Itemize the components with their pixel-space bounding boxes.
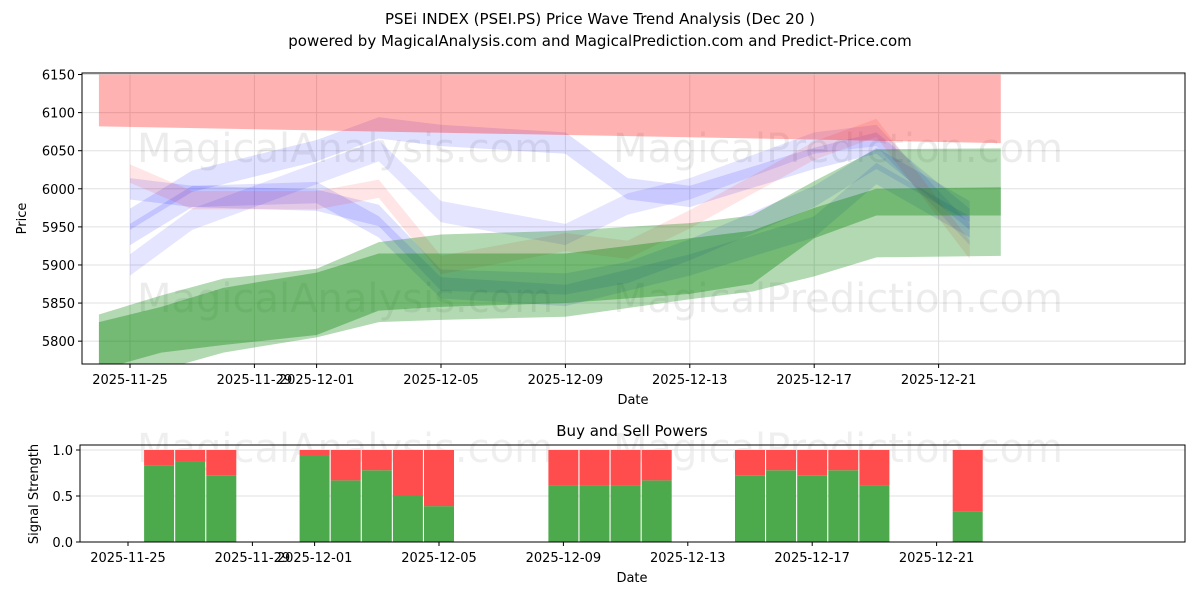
sell-bar: [610, 450, 641, 486]
x-tick-label: 2025-12-09: [526, 551, 602, 566]
y-tick-label: 5800: [42, 335, 75, 350]
buy-bar: [797, 475, 828, 542]
buy-bar: [735, 475, 765, 542]
y-tick-label: 6100: [42, 107, 75, 122]
y-tick-label: 0.5: [52, 490, 73, 505]
buy-bar: [579, 485, 610, 542]
plot-frame: [79, 444, 1186, 543]
y-tick-label: 6050: [42, 145, 75, 160]
sell-bar: [424, 450, 454, 507]
sell-bar: [952, 450, 983, 512]
sell-bar: [392, 450, 423, 496]
x-tick-label: 2025-12-09: [528, 373, 604, 388]
x-tick-label: 2025-12-21: [901, 373, 977, 388]
subchart-title: Buy and Sell Powers: [556, 422, 708, 440]
buy-bar: [828, 470, 859, 542]
sell-bar: [641, 450, 672, 481]
sell-bar: [206, 450, 237, 476]
wave-band: [130, 118, 970, 275]
watermark: MagicalAnalysis.com: [137, 126, 553, 172]
sell-bar: [766, 450, 797, 471]
y-axis-label: Signal Strength: [27, 444, 42, 544]
y-tick-label: 6000: [42, 183, 75, 198]
wave-band: [130, 147, 970, 295]
buy-bar: [859, 485, 890, 542]
sell-bar: [828, 450, 859, 471]
sell-bar: [361, 450, 392, 471]
plot-frame: [81, 72, 1186, 365]
x-tick-label: 2025-11-29: [215, 551, 291, 566]
y-tick-label: 5850: [42, 297, 75, 312]
buy-bar: [548, 485, 579, 542]
buy-bar: [641, 480, 672, 542]
buy-bar: [361, 470, 392, 542]
y-axis-label: Price: [15, 203, 30, 235]
sell-bar: [548, 450, 579, 486]
x-tick-label: 2025-11-25: [92, 373, 168, 388]
buy-bar: [766, 470, 797, 542]
chart-title: PSEi INDEX (PSEI.PS) Price Wave Trend An…: [384, 10, 815, 28]
y-tick-label: 5900: [42, 259, 75, 274]
buy-bar: [330, 480, 361, 542]
x-tick-label: 2025-12-05: [403, 373, 479, 388]
buy-bar: [144, 465, 175, 542]
buy-bar: [206, 475, 237, 542]
x-tick-label: 2025-12-01: [279, 373, 355, 388]
chart-subtitle: powered by MagicalAnalysis.com and Magic…: [288, 32, 912, 50]
buy-bar: [299, 455, 330, 542]
y-tick-label: 6150: [42, 69, 75, 84]
wave-band: [130, 162, 970, 307]
y-tick-label: 1.0: [52, 444, 73, 459]
sell-bar: [859, 450, 890, 486]
y-tick-label: 5950: [42, 221, 75, 236]
sell-bar: [144, 450, 175, 466]
buy-bar: [392, 496, 423, 542]
watermark: MagicalPrediction.com: [613, 276, 1063, 322]
wave-band: [130, 117, 970, 230]
green-band-light: [98, 148, 1001, 364]
sell-bar: [175, 450, 206, 462]
buy-bar: [610, 485, 641, 542]
x-tick-label: 2025-12-13: [652, 373, 728, 388]
x-tick-label: 2025-12-21: [899, 551, 975, 566]
y-tick-label: 0.0: [52, 536, 73, 551]
x-tick-label: 2025-11-25: [90, 551, 166, 566]
x-tick-label: 2025-12-17: [776, 373, 852, 388]
x-tick-label: 2025-12-05: [401, 551, 477, 566]
buy-bar: [952, 511, 983, 542]
x-tick-label: 2025-12-01: [277, 551, 353, 566]
watermark: MagicalAnalysis.com: [137, 276, 553, 322]
x-tick-label: 2025-12-17: [774, 551, 850, 566]
buy-bar: [175, 461, 206, 542]
x-axis-label: Date: [616, 571, 647, 586]
sell-bar: [330, 450, 361, 481]
sell-bar: [579, 450, 610, 486]
sell-bar: [735, 450, 765, 476]
x-axis-label: Date: [617, 393, 648, 408]
green-band-dark: [98, 187, 1001, 364]
buy-bar: [424, 506, 454, 542]
sell-bar: [299, 450, 330, 456]
sell-bar: [797, 450, 828, 476]
x-tick-label: 2025-12-13: [650, 551, 726, 566]
watermark: MagicalPrediction.com: [613, 126, 1063, 172]
red-band: [98, 74, 1001, 144]
plot-area: MagicalAnalysis.com MagicalPrediction.com…: [98, 74, 1063, 364]
x-tick-label: 2025-11-29: [217, 373, 293, 388]
wave-band: [130, 124, 970, 276]
